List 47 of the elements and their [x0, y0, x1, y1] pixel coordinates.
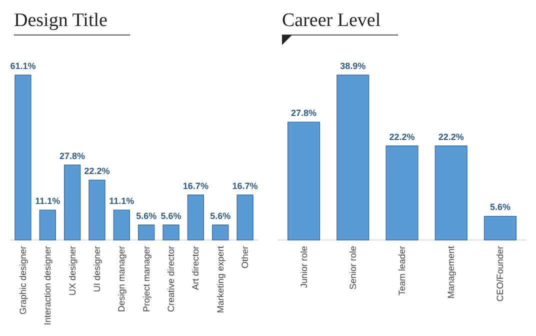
x-tick-label: Management	[446, 246, 456, 299]
bar	[336, 74, 370, 240]
x-tick-label: Art director	[190, 246, 201, 290]
x-tick-label: Project manager	[141, 246, 152, 312]
bar	[484, 216, 516, 240]
x-tick-label: Interaction designer	[42, 246, 53, 326]
data-label: 5.6%	[136, 210, 157, 221]
bar	[434, 146, 468, 240]
data-label: 11.1%	[109, 196, 134, 206]
bar	[39, 210, 56, 240]
x-tick-label: Graphic designer	[18, 246, 28, 315]
chart-title: Career Level	[282, 10, 381, 31]
x-tick-label: CEO/Founder	[495, 246, 506, 302]
x-tick-label: Other	[240, 246, 250, 269]
data-label: 27.8%	[291, 108, 317, 118]
data-label: 16.7%	[232, 180, 258, 191]
data-label: 22.2%	[389, 132, 415, 142]
x-tick-label: Junior role	[298, 246, 309, 288]
x-tick-label: Marketing expert	[215, 246, 226, 314]
x-tick-label: Design manager	[116, 246, 127, 312]
bar	[386, 146, 418, 240]
bar	[113, 210, 130, 240]
bar	[14, 74, 32, 240]
x-tick-label: UX designer	[67, 246, 78, 296]
data-label: 16.7%	[182, 180, 208, 191]
data-label: 5.6%	[160, 210, 182, 221]
data-label: 61.1%	[10, 61, 36, 71]
bar	[162, 224, 180, 240]
data-label: 27.8%	[60, 150, 86, 161]
data-label: 11.1%	[35, 196, 60, 206]
x-tick-label: Creative director	[166, 246, 176, 312]
chart-title: Design Title	[14, 10, 108, 31]
bar	[187, 194, 204, 240]
data-label: 5.6%	[490, 202, 510, 212]
bar	[138, 224, 155, 240]
bar	[236, 194, 254, 240]
bar	[288, 122, 320, 240]
bar	[88, 180, 106, 240]
data-label: 22.2%	[84, 166, 110, 176]
x-tick-label: Team leader	[397, 246, 407, 296]
bar	[212, 224, 229, 240]
data-label: 38.9%	[340, 61, 366, 71]
data-label: 5.6%	[210, 210, 231, 221]
x-tick-label: UI designer	[92, 246, 102, 292]
bar	[64, 164, 81, 240]
x-tick-label: Senior role	[348, 246, 358, 290]
data-label: 22.2%	[438, 132, 464, 142]
